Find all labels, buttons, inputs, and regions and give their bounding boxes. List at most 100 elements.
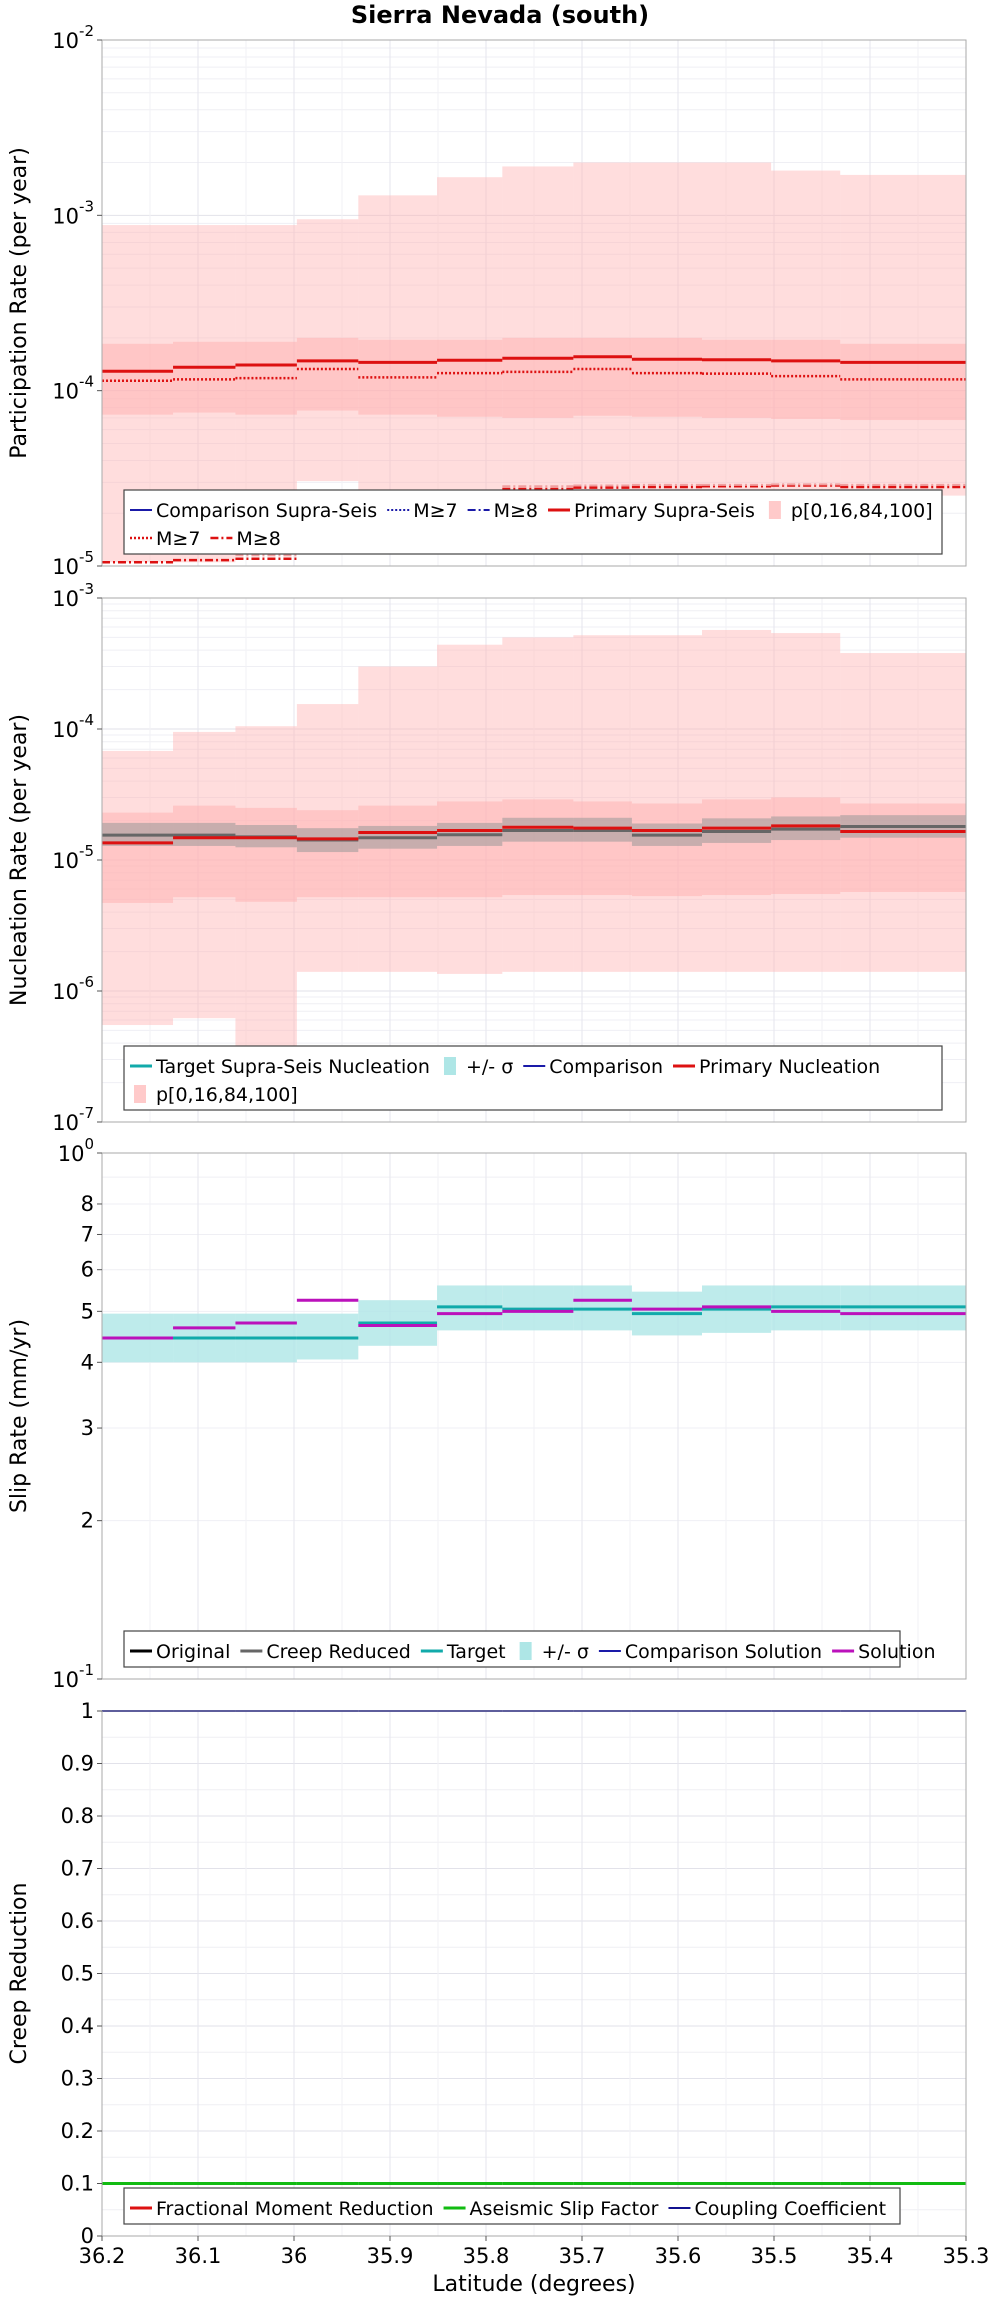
legend: Comparison Supra-Seis M≥7 M≥8 Primary Supra… (123, 489, 943, 555)
y-tick-label: 0.8 (61, 1804, 94, 1828)
band-rect (771, 170, 841, 495)
y-tick-label: 8 (81, 1192, 94, 1216)
y-tick-label: 10-1 (52, 1661, 94, 1692)
series-m-7 (102, 367, 966, 382)
legend-item: M≥8 (210, 528, 281, 550)
band-rect (235, 341, 297, 415)
legend-label: Comparison (549, 1056, 663, 1078)
band-rect (102, 343, 174, 415)
legend-label: Primary Supra-Seis (574, 500, 755, 522)
y-tick-label: 10-3 (52, 197, 94, 228)
legend: Target Supra-Seis Nucleation +/- σ Compari… (123, 1045, 943, 1111)
y-tick-label: 0.4 (61, 2014, 94, 2038)
band-rect (502, 337, 574, 418)
y-tick-label: 0.5 (61, 1962, 94, 1986)
band-rect (502, 166, 574, 493)
legend-item: Creep Reduced (240, 1641, 411, 1663)
y-tick-label: 10-5 (52, 548, 94, 579)
plot-frame (101, 1152, 967, 1680)
band-rect (358, 339, 438, 415)
x-tick-label: 35.5 (751, 2244, 798, 2268)
y-tick-label: 0.3 (61, 2067, 94, 2091)
legend-label: Comparison Supra-Seis (156, 500, 377, 522)
legend: Fractional Moment Reduction Aseismic Slip… (123, 2187, 901, 2225)
band-rect (702, 162, 772, 494)
y-tick-label: 10-6 (52, 973, 94, 1004)
y-tick-label: 10-7 (52, 1104, 94, 1135)
legend-label: M≥8 (494, 500, 538, 522)
band-rect (358, 805, 438, 898)
x-tick-label: 35.6 (655, 2244, 702, 2268)
legend-item: M≥8 (467, 500, 538, 522)
x-axis-label: Latitude (degrees) (432, 2272, 635, 2297)
panel-3: 10-1 2 3 4 5 6 7 8 100 Slip Rate (mm/yr) Original C… (7, 1135, 967, 1692)
y-tick-label: 10-2 (52, 22, 94, 53)
y-tick-label: 4 (81, 1350, 94, 1374)
legend-box (123, 489, 943, 555)
series-m-8 (102, 484, 966, 564)
legend-box (123, 1045, 943, 1111)
x-tick-label: 35.4 (847, 2244, 894, 2268)
legend-label: Original (156, 1641, 230, 1663)
band-rect (296, 337, 359, 411)
legend-label: Coupling Coefficient (694, 2198, 886, 2220)
legend-label: p[0,16,84,100] (791, 500, 933, 522)
band-rect (631, 803, 702, 897)
band-rect (840, 174, 966, 496)
band-rect (771, 339, 841, 419)
legend-label: Creep Reduced (266, 1641, 410, 1663)
band-rect (702, 799, 772, 896)
y-axis-label: Creep Reduction (7, 1883, 32, 2065)
y-tick-label: 10-5 (52, 842, 94, 873)
band-rect (573, 337, 632, 416)
legend-item: Comparison (523, 1056, 663, 1078)
legend-item: Comparison Solution (598, 1641, 822, 1663)
x-tick-label: 36.2 (79, 2244, 126, 2268)
legend-label: +/- σ (542, 1641, 589, 1663)
band-rect (437, 339, 503, 417)
band-rect (573, 162, 632, 492)
legend-label: p[0,16,84,100] (156, 1084, 298, 1106)
legend-swatch (443, 1057, 456, 1075)
legend-label: Comparison Solution (625, 1641, 822, 1663)
series-m-8-lower- (502, 483, 966, 488)
y-tick-label: 6 (81, 1258, 94, 1282)
x-tick-label: 36.1 (175, 2244, 222, 2268)
y-tick-label: 10-4 (52, 711, 94, 742)
band-rect (771, 797, 841, 895)
y-tick-label: 5 (81, 1299, 94, 1323)
band-rect (296, 810, 359, 898)
y-tick-label: 0.6 (61, 1909, 94, 1933)
series-primary-nucleation (102, 824, 966, 845)
legend-label: Target (446, 1641, 506, 1663)
y-tick-label: 0 (81, 2224, 94, 2248)
legend-label: M≥7 (413, 500, 457, 522)
chart-title: Sierra Nevada (south) (350, 1, 650, 29)
grid (101, 598, 967, 1123)
legend-item: +/- σ (443, 1056, 513, 1078)
legend-box (123, 2187, 901, 2225)
y-tick-label: 3 (81, 1416, 94, 1440)
legend-swatch (519, 1642, 532, 1660)
legend-item: Original (130, 1641, 230, 1663)
legend-item: Primary Nucleation (673, 1056, 880, 1078)
legend-item: +/- σ (519, 1641, 589, 1663)
y-axis-label: Participation Rate (per year) (7, 147, 32, 459)
y-axis-label: Nucleation Rate (per year) (7, 714, 32, 1006)
y-tick-label: 10-3 (52, 580, 94, 611)
y-axis-label: Slip Rate (mm/yr) (7, 1319, 32, 1513)
grid (101, 1710, 967, 2237)
legend-item: Comparison Supra-Seis (130, 500, 377, 522)
panel-2: 10-7 10-6 10-5 10-4 10-3 Nucleation Rate (per… (7, 580, 967, 1135)
legend-swatch (768, 501, 781, 519)
band-rect (573, 801, 632, 896)
x-tick-label: 36 (281, 2244, 308, 2268)
legend-item: Fractional Moment Reduction (130, 2198, 434, 2220)
y-tick-label: 1 (81, 1699, 94, 1723)
legend-item: M≥7 (387, 500, 458, 522)
band-rect (631, 337, 702, 417)
y-tick-label: 10-4 (52, 373, 94, 404)
legend-item: Solution (832, 1641, 936, 1663)
legend-label: Aseismic Slip Factor (470, 2198, 659, 2220)
legend-item: p[0,16,84,100] (768, 500, 933, 522)
